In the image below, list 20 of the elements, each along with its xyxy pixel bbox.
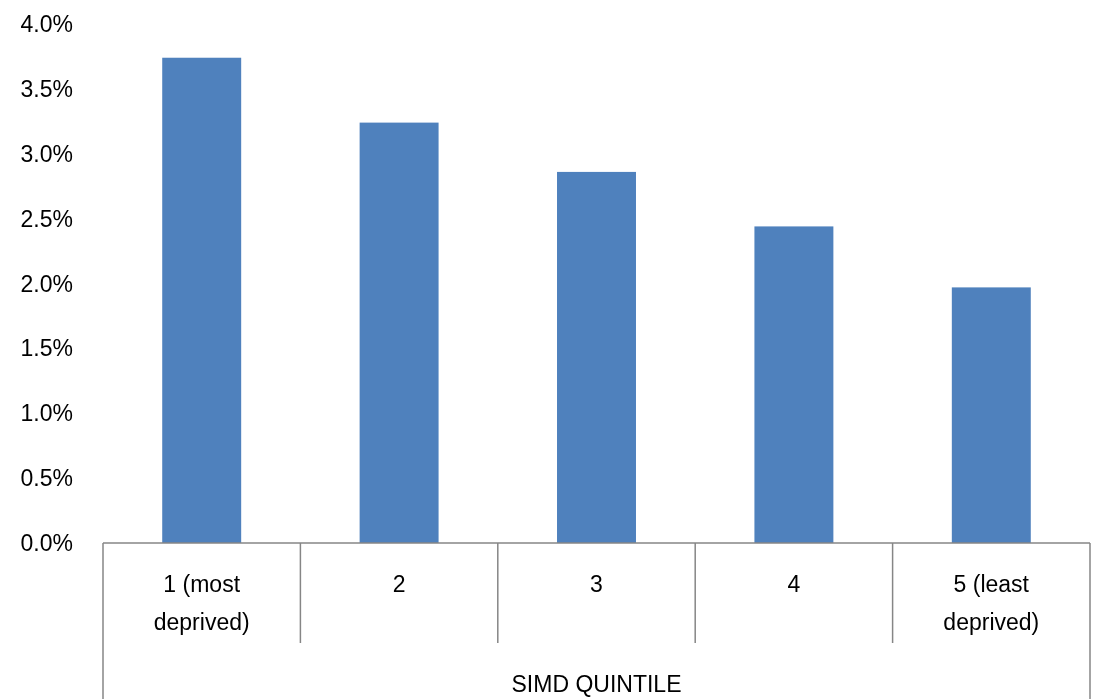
y-tick-label: 4.0% <box>20 11 73 37</box>
y-tick-label: 2.5% <box>20 205 73 232</box>
bar <box>951 287 1031 543</box>
y-tick-label: 0.0% <box>20 530 73 556</box>
y-tick-label: 3.0% <box>20 140 73 167</box>
y-tick-label: 0.5% <box>20 465 73 492</box>
bar <box>754 226 834 543</box>
y-tick-label: 3.5% <box>20 75 73 102</box>
x-axis-title: SIMD QUINTILE <box>511 671 682 697</box>
x-tick-label: 4 <box>787 571 801 597</box>
x-tick-label: 3 <box>590 571 603 597</box>
x-tick-label: 5 (least deprived) <box>943 571 1040 635</box>
x-tick-label: 2 <box>392 571 406 597</box>
bar <box>557 171 636 543</box>
bar <box>359 122 439 543</box>
y-tick-label: 2.0% <box>20 270 73 297</box>
bar <box>162 57 242 543</box>
y-tick-label: 1.5% <box>20 335 73 362</box>
y-tick-label: 1.0% <box>20 400 73 427</box>
x-tick-label: 1 (most deprived) <box>153 571 250 635</box>
